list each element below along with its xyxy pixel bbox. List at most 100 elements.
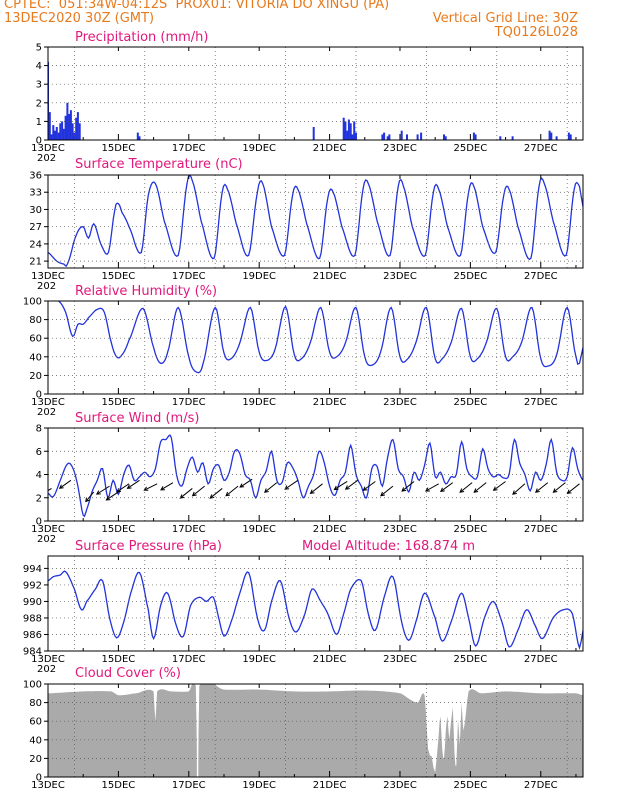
x-date-label: 27DEC: [524, 143, 558, 154]
precip-bar: [349, 123, 352, 140]
wind-arrow: [284, 479, 299, 490]
precip-bar: [312, 127, 315, 140]
wind-arrow: [85, 491, 95, 502]
precip-bar: [342, 117, 345, 140]
wind-arrow: [59, 479, 72, 489]
cloud-cover-area: [48, 684, 583, 777]
x-date-label: 15DEC: [102, 397, 136, 408]
precip-bar: [78, 123, 81, 140]
humidity-title: Relative Humidity (%): [75, 284, 217, 299]
x-date-label: 21DEC: [313, 524, 347, 535]
y-tick-label: 3: [36, 80, 42, 91]
precip-bar: [383, 132, 386, 140]
pressure-plot-area: [48, 570, 583, 650]
precip-bar: [499, 136, 502, 140]
y-tick-label: 992: [23, 580, 42, 591]
y-tick-label: 20: [29, 754, 42, 765]
x-date-label: 25DEC: [454, 143, 488, 154]
wind-arrow-head: [333, 485, 339, 491]
precip-bar: [353, 121, 356, 140]
wind-arrow-head: [439, 487, 445, 493]
header-model-id: TQ0126L028: [494, 25, 578, 40]
precip-bar: [347, 119, 350, 140]
x-date-label: 21DEC: [313, 654, 347, 665]
x-date-label: 15DEC: [102, 780, 136, 791]
x-date-label: 25DEC: [454, 524, 488, 535]
y-tick-label: 2: [36, 98, 42, 109]
x-date-label: 17DEC: [172, 654, 206, 665]
wind-arrow: [239, 478, 253, 488]
cloud-panel: 0 20 40 60 80 100 13DEC 15DEC 17DEC 19DEC 21DEC 23D…: [23, 666, 584, 791]
x-date-label: 23DEC: [383, 780, 417, 791]
wind-arrow: [334, 481, 348, 490]
cloud-plot-area: [48, 684, 583, 777]
precip-bar: [355, 132, 357, 140]
y-tick-label: 100: [23, 297, 42, 308]
precip-title: Precipitation (mm/h): [75, 30, 208, 45]
wind-arrow: [493, 481, 506, 491]
wind-arrow-head: [534, 488, 540, 493]
humidity-panel: 0 20 40 60 80 100 13DEC 15DEC 17DEC 19DEC 21DEC 23D…: [23, 284, 584, 418]
cloud-frame: [47, 683, 584, 778]
temp-plot-area: [48, 175, 583, 268]
wind-arrow-head: [362, 486, 368, 491]
wind-arrow-head: [512, 490, 517, 495]
wind-series-line: [48, 434, 583, 518]
precip-bar: [69, 110, 72, 140]
precip-bar: [73, 132, 76, 140]
y-tick-label: 20: [29, 371, 42, 382]
temp-panel: 21 24 27 30 33 36 13DEC 15DEC 17DEC 19DEC 21DEC 23D…: [29, 157, 584, 292]
x-date-label: 15DEC: [102, 524, 136, 535]
precip-bar: [420, 132, 423, 140]
x-date-label: 23DEC: [383, 143, 417, 154]
x-date-label: 27DEC: [524, 524, 558, 535]
x-date-label: 13DEC: [31, 654, 65, 665]
y-tick-label: 0: [36, 517, 42, 528]
x-date-label: 27DEC: [524, 654, 558, 665]
temp-series-line: [48, 175, 583, 268]
x-date-label: 19DEC: [242, 780, 276, 791]
y-tick-label: 27: [29, 222, 42, 233]
y-tick-label: 2: [36, 493, 42, 504]
wind-arrow: [473, 482, 487, 493]
x-date-label: 17DEC: [172, 271, 206, 282]
x-date-label: 27DEC: [524, 271, 558, 282]
wind-arrow: [535, 482, 549, 493]
wind-title: Surface Wind (m/s): [75, 411, 199, 426]
x-date-label: 27DEC: [524, 780, 558, 791]
header-station-line: CPTEC: 051:34W-04:12S PROX01: VITORIA DO…: [4, 0, 390, 12]
y-tick-label: 36: [29, 171, 42, 182]
precip-bar: [472, 132, 475, 140]
x-date-label: 23DEC: [383, 271, 417, 282]
wind-arrow: [96, 485, 110, 495]
precip-plot-area: [48, 61, 572, 140]
wind-arrow-head: [85, 497, 90, 503]
x-date-label: 17DEC: [172, 780, 206, 791]
wind-arrow-head: [105, 496, 111, 501]
x-date-label: 17DEC: [172, 397, 206, 408]
y-tick-label: 24: [29, 239, 42, 250]
header-date-line: 13DEC2020 30Z (GMT): [4, 11, 155, 26]
x-date-label: 25DEC: [454, 654, 488, 665]
x-date-label: 25DEC: [454, 271, 488, 282]
wind-arrow-head: [116, 488, 121, 493]
x-date-label: 23DEC: [383, 397, 417, 408]
precip-bar: [511, 136, 514, 140]
precip-bar: [400, 130, 403, 140]
precip-bar: [444, 136, 447, 140]
precip-bar: [50, 134, 53, 140]
x-date-label: 13DEC: [31, 143, 65, 154]
x-date-label: 25DEC: [454, 780, 488, 791]
x-date-label: 21DEC: [313, 271, 347, 282]
wind-arrow-head: [239, 483, 245, 488]
header-grid-line-note: Vertical Grid Line: 30Z: [432, 11, 578, 26]
x-date-label: 23DEC: [383, 654, 417, 665]
wind-arrow: [225, 485, 239, 497]
y-tick-label: 0: [36, 390, 42, 401]
x-year-label-truncated: 202: [37, 281, 56, 292]
pressure-frame: [47, 555, 584, 652]
precip-bar: [57, 132, 60, 140]
precip-bar: [59, 123, 62, 140]
y-tick-label: 21: [29, 257, 42, 268]
precip-bar: [474, 134, 477, 140]
